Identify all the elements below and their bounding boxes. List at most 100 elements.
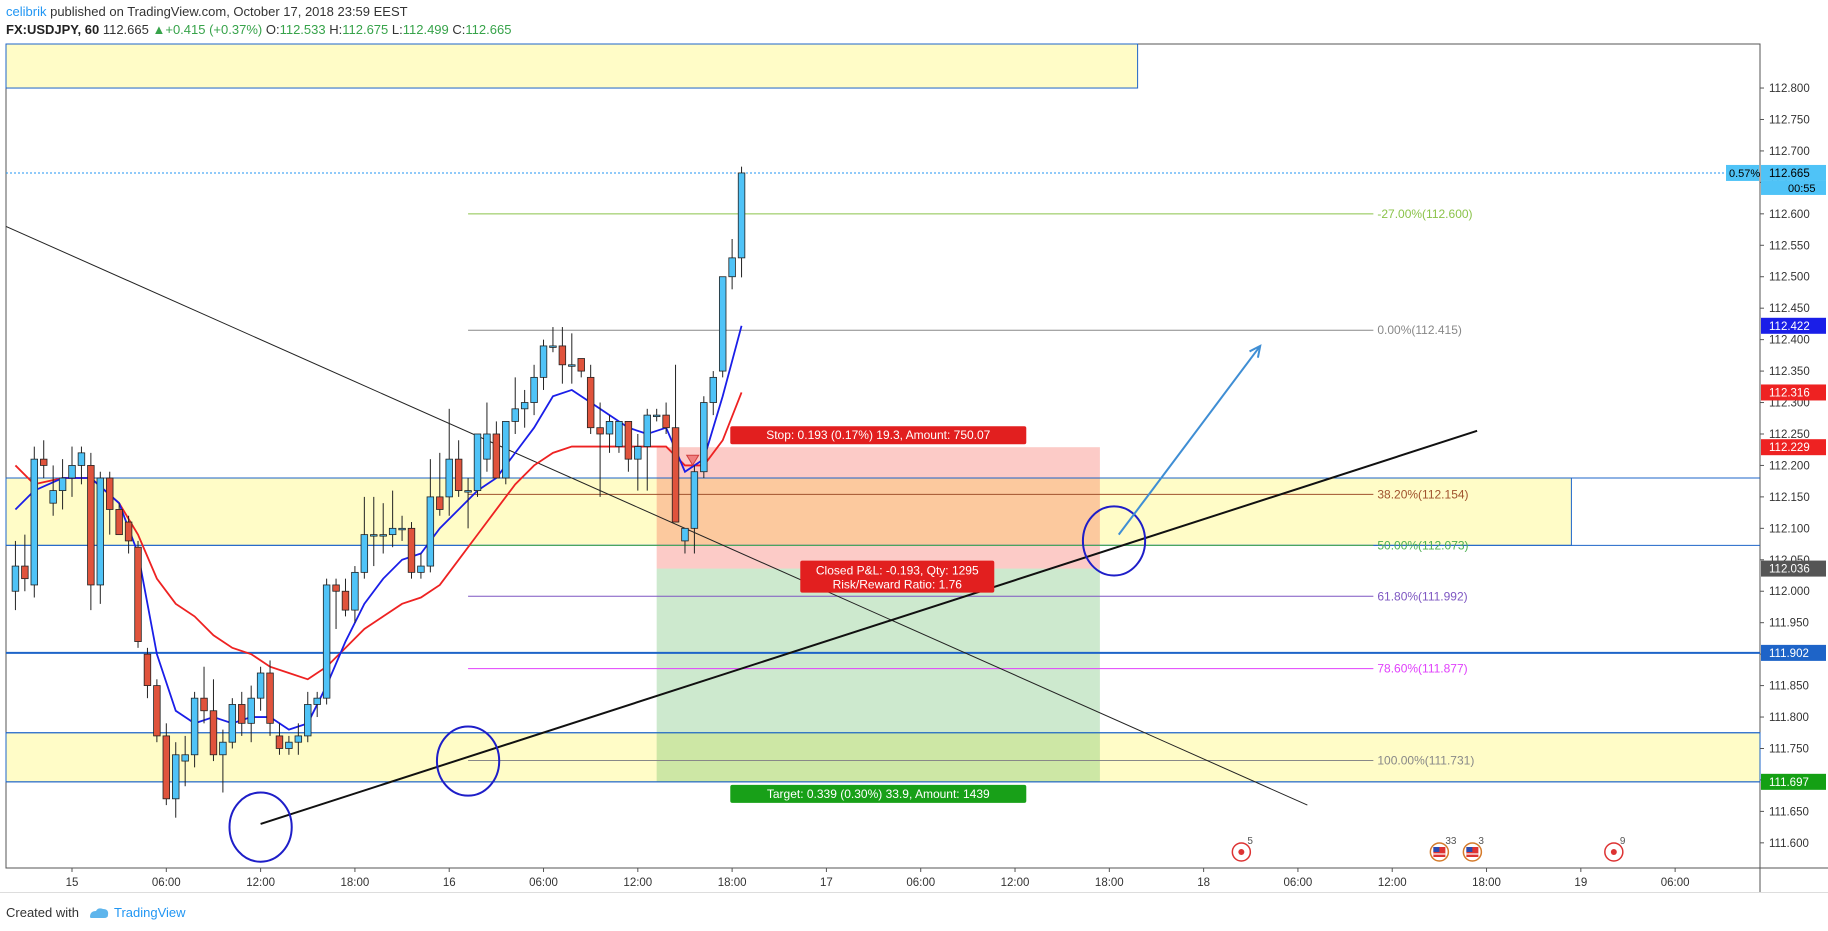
candle [351, 566, 359, 623]
candle-body [417, 565, 425, 573]
y-tick-label: 112.000 [1769, 586, 1810, 598]
candle [228, 698, 237, 749]
highlight-circle [435, 725, 501, 797]
candle [417, 553, 425, 579]
candle-body [728, 257, 736, 278]
fib-level-label: 61.80%(111.992) [1377, 589, 1467, 603]
price-badge: 112.665 [1769, 168, 1810, 180]
pnl-label: Closed P&L: -0.193, Qty: 1295 [816, 564, 979, 578]
candle [464, 478, 472, 529]
pct-badge: 0.57% [1729, 168, 1760, 180]
candle [256, 666, 265, 711]
price-chart[interactable]: -27.00%(112.600) 0.00%(112.415) 38.20%(112… [0, 0, 1828, 892]
projection-arrow [1117, 345, 1262, 536]
candle-body [483, 433, 491, 460]
candle-body [709, 376, 717, 403]
candle [483, 402, 491, 472]
candle [370, 496, 378, 567]
candle-body [49, 490, 57, 504]
candle-body [530, 376, 538, 403]
candle-body [624, 421, 633, 460]
candle-body [492, 433, 501, 479]
candle-body [662, 414, 670, 429]
candle-body [464, 490, 472, 493]
candle [266, 660, 274, 736]
fib-level-label: 50.00%(112.073) [1377, 538, 1468, 552]
candle-body [652, 414, 661, 418]
candle [662, 402, 670, 434]
candle-body [96, 477, 105, 586]
price-badge-bg [1761, 560, 1826, 577]
pnl-box-bg [800, 560, 995, 593]
event-count: 33 [1445, 836, 1457, 847]
candle-body [596, 427, 604, 435]
candle [322, 578, 331, 705]
target-label-bg [730, 784, 1027, 803]
sell-marker-icon [685, 454, 700, 467]
support-resistance-zone [5, 477, 1572, 546]
low-value: 112.499 [402, 22, 449, 37]
candle-body [615, 421, 623, 447]
arrow-head-icon [1249, 344, 1262, 358]
symbol-legend: FX:USDJPY, 60 112.665 ▲+0.415 (+0.37%) O… [6, 22, 511, 37]
y-tick-label: 112.200 [1769, 460, 1810, 472]
x-tick-label: 18 [1197, 877, 1210, 889]
symbol-name[interactable]: FX:USDJPY, 60 [6, 22, 100, 37]
price-badge-bg [1761, 773, 1826, 790]
x-tick-label: 06:00 [906, 877, 935, 889]
x-tick-label: 18:00 [341, 877, 370, 889]
candle-body [228, 704, 237, 743]
candle-body [162, 735, 171, 800]
candle [219, 729, 227, 793]
candle [304, 691, 312, 743]
last-price: 112.665 [102, 22, 149, 37]
candle-body [77, 452, 86, 466]
price-badge: 112.036 [1769, 564, 1810, 576]
candle-body [398, 527, 406, 531]
economic-event-icon: 33 [1429, 836, 1457, 862]
x-tick-label: 17 [820, 877, 833, 889]
candle [58, 459, 67, 510]
candle-body [275, 735, 284, 749]
candle [87, 452, 95, 611]
candle-body [322, 584, 331, 699]
candle-body [671, 427, 680, 523]
candle-body [511, 408, 519, 422]
up-triangle-icon: ▲ [152, 22, 166, 37]
candle [605, 415, 614, 453]
candle-body [106, 477, 114, 510]
candle [200, 666, 208, 724]
candle [615, 421, 623, 453]
candle-body [473, 433, 482, 491]
candle-body [313, 697, 321, 705]
price-badge-bg [1761, 317, 1826, 334]
risk-reward-label: Risk/Reward Ratio: 1.76 [833, 578, 963, 592]
candle [77, 446, 86, 485]
candle-body [190, 697, 199, 756]
author-link[interactable]: celibrik [6, 4, 47, 19]
candle [209, 679, 218, 762]
candle-body [172, 754, 180, 800]
candle [407, 522, 416, 579]
candle [539, 339, 548, 390]
tradingview-brand[interactable]: TradingView [114, 905, 186, 920]
jp-flag-icon [1238, 849, 1245, 855]
fib-level-label: 78.60%(111.877) [1377, 662, 1467, 676]
candle-body [634, 446, 642, 460]
candle-body [370, 534, 378, 537]
candle [68, 446, 76, 497]
candle [596, 402, 604, 497]
x-tick-label: 16 [443, 877, 456, 889]
candle [634, 433, 642, 491]
candle-body [58, 477, 67, 491]
candle-body [568, 364, 576, 367]
open-value: 112.533 [279, 22, 326, 37]
candle [728, 238, 736, 290]
fib-level-label: 100.00%(111.731) [1377, 753, 1474, 767]
price-badge: 112.422 [1769, 321, 1810, 333]
candle [181, 735, 189, 787]
candle-body [332, 584, 340, 592]
countdown-bg [1761, 180, 1826, 195]
candle [379, 503, 387, 554]
high-label: H: [329, 22, 343, 37]
